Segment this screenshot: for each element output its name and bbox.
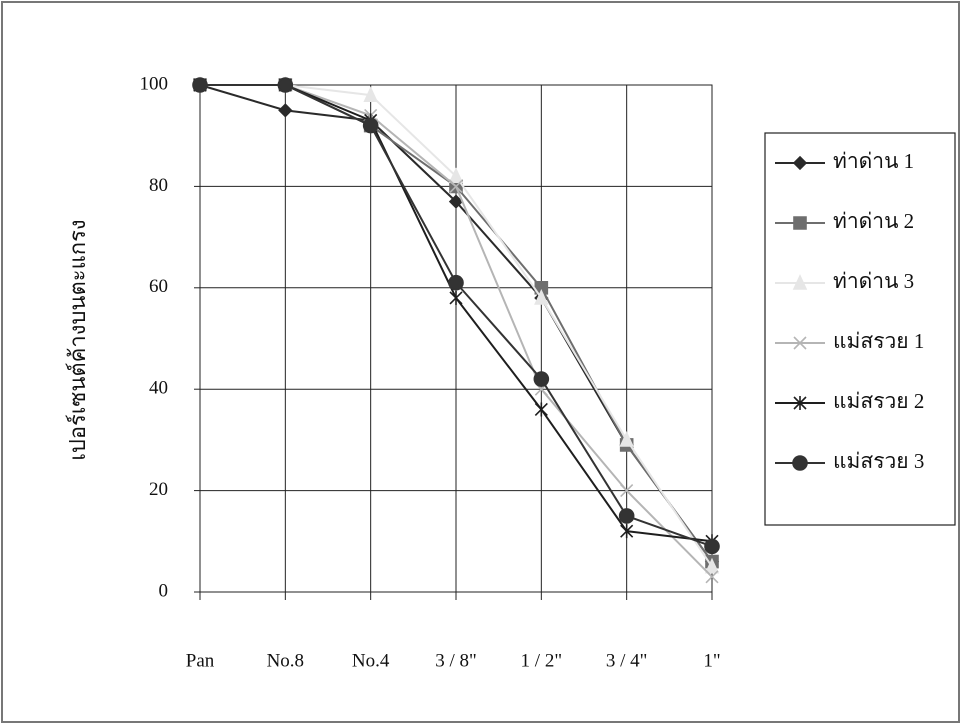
x-tick-label: 1 / 2" [521, 650, 563, 671]
legend-label: ท่าด่าน 3 [833, 269, 914, 293]
y-tick-label: 100 [140, 73, 169, 94]
x-tick-label: 3 / 8" [435, 650, 477, 671]
marker [793, 456, 807, 470]
marker [279, 104, 291, 116]
legend-label: ท่าด่าน 2 [833, 209, 914, 233]
y-axis-label: เปอร์เซนต์ค้างบนตะแกรง [65, 219, 90, 460]
x-tick-label: No.8 [267, 650, 304, 671]
x-tick-label: No.4 [352, 650, 390, 671]
y-tick-label: 0 [159, 580, 169, 601]
x-tick-label: Pan [186, 650, 215, 671]
marker [193, 78, 207, 92]
x-tick-label: 1" [703, 650, 720, 671]
marker [620, 509, 634, 523]
y-tick-label: 20 [149, 479, 168, 500]
y-tick-label: 80 [149, 175, 168, 196]
legend-label: แม่สรวย 2 [833, 389, 924, 413]
y-tick-label: 60 [149, 276, 168, 297]
marker [535, 402, 547, 416]
y-tick-label: 40 [149, 378, 168, 399]
legend-label: แม่สรวย 1 [833, 329, 924, 353]
marker [705, 539, 719, 553]
marker [534, 372, 548, 386]
page: {"chart_data": {"type": "line", "y_label… [0, 0, 963, 726]
marker [449, 276, 463, 290]
legend-label: แม่สรวย 3 [833, 449, 924, 473]
marker [794, 217, 806, 229]
marker [364, 119, 378, 133]
marker [450, 291, 462, 305]
x-tick-label: 3 / 4" [606, 650, 648, 671]
chart: เปอร์เซนต์ค้างบนตะแกรง 0 20 40 60 80 100 Pan No… [0, 0, 963, 726]
marker [278, 78, 292, 92]
legend-label: ท่าด่าน 1 [833, 149, 914, 173]
